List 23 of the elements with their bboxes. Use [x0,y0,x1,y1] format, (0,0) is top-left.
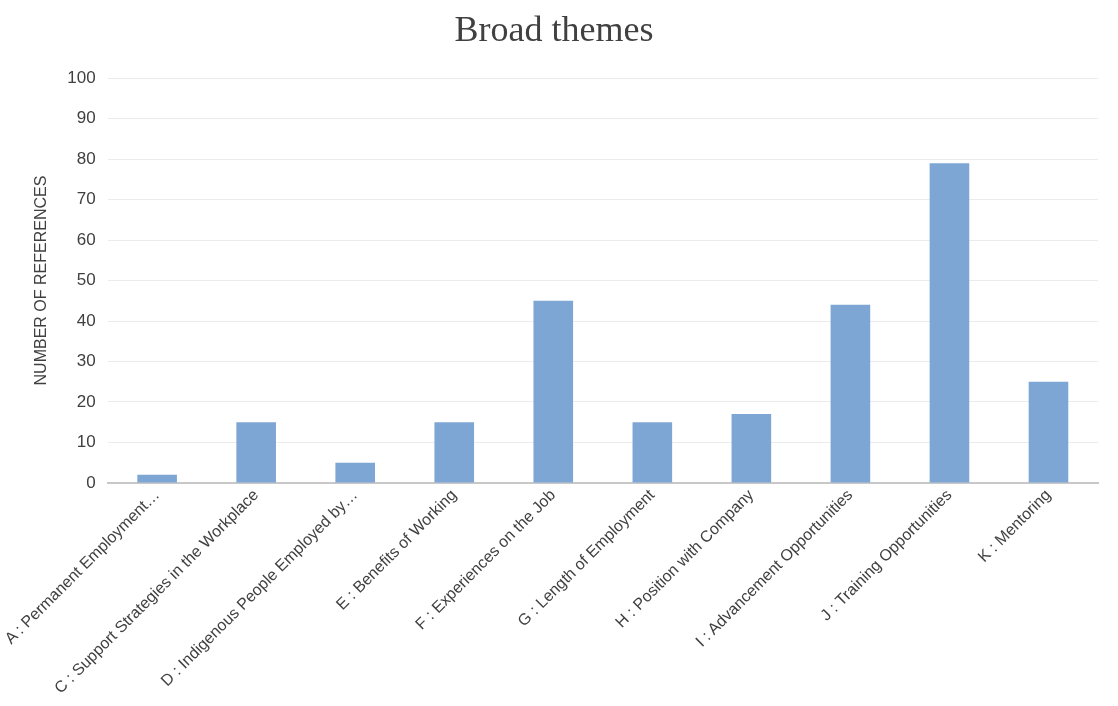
bar [731,414,772,483]
y-tick-label: 100 [67,67,96,87]
bar [434,422,475,483]
chart-title: Broad themes [454,9,654,50]
y-axis-title: NUMBER OF REFERENCES [32,175,50,386]
y-tick-label: 50 [76,270,96,290]
bar [929,163,970,483]
bar [533,300,574,483]
bar [335,462,376,483]
y-tick-label: 30 [76,351,96,371]
bar [236,422,276,483]
y-tick-label: 0 [86,472,96,492]
y-tick-label: 60 [76,229,96,249]
bar [632,422,673,483]
bar [137,474,177,483]
y-tick-label: 40 [76,310,96,330]
y-tick-label: 10 [76,432,96,452]
y-tick-label: 90 [76,108,96,128]
y-tick-label: 20 [76,391,96,411]
bar [1028,381,1069,483]
bar [830,304,871,483]
y-tick-label: 70 [76,189,96,209]
y-tick-label: 80 [76,148,96,168]
